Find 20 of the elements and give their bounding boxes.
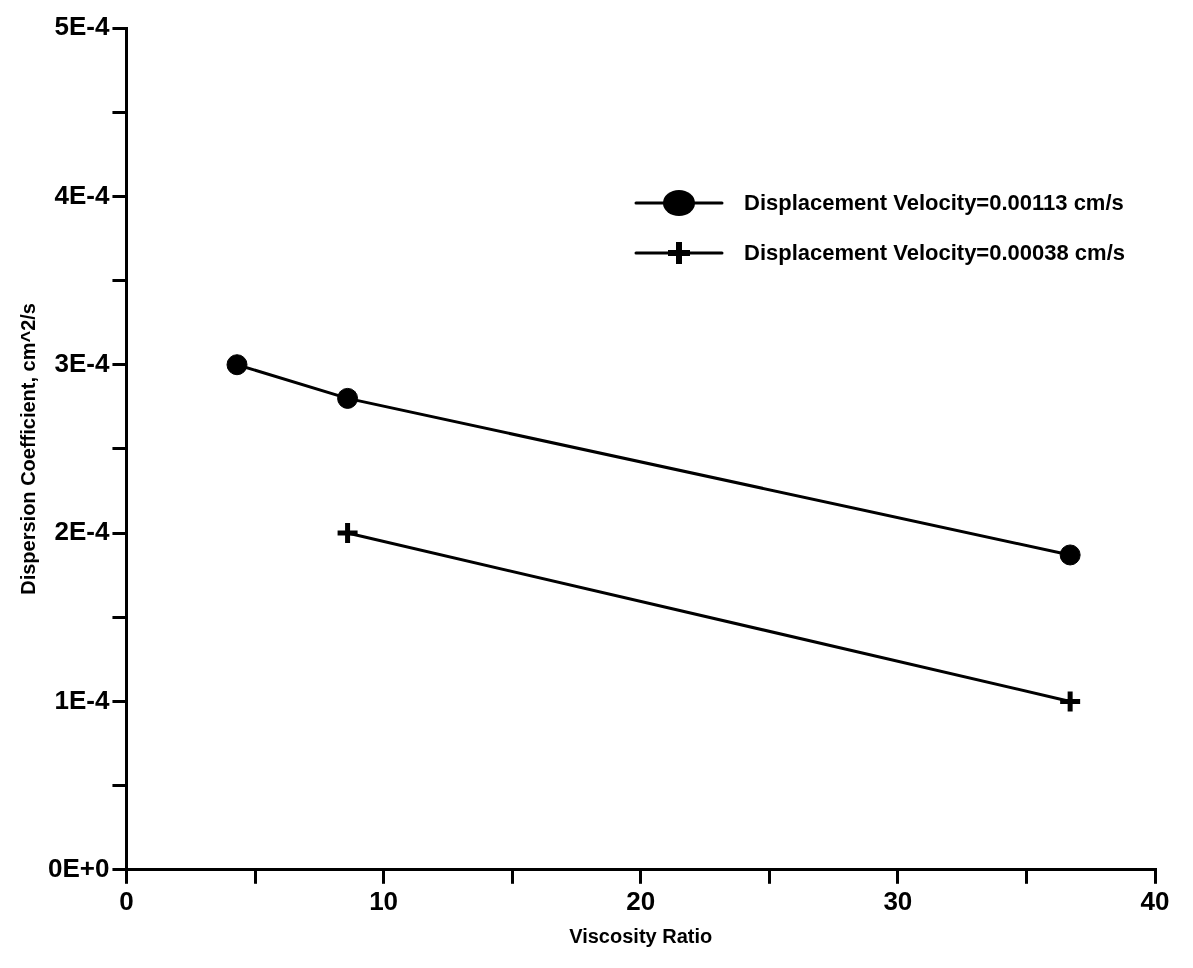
point [226, 354, 248, 376]
y-tick-label: 4E-4 [54, 179, 110, 210]
point [335, 520, 361, 546]
y-tick-label: 5E-4 [54, 11, 110, 42]
point [1059, 544, 1081, 566]
y-tick-label: 3E-4 [54, 347, 110, 378]
point [337, 387, 359, 409]
x-tick-label: 40 [1140, 885, 1170, 916]
y-tick-label: 0E+0 [47, 852, 110, 883]
legend-label: Displacement Velocity=0.00113 cm/s [744, 189, 1124, 216]
y-axis-title: Dispersion Coefficient, cm^2/s [16, 303, 39, 595]
x-axis-title: Viscosity Ratio [569, 924, 713, 947]
y-tick-label: 2E-4 [54, 516, 110, 547]
legend-label: Displacement Velocity=0.00038 cm/s [744, 239, 1125, 266]
x-tick-label: 0 [119, 885, 134, 916]
y-tick-label: 1E-4 [54, 684, 110, 715]
x-tick-label: 30 [883, 885, 913, 916]
point [1057, 688, 1083, 714]
x-tick-label: 20 [626, 885, 656, 916]
x-tick-label: 10 [369, 885, 399, 916]
